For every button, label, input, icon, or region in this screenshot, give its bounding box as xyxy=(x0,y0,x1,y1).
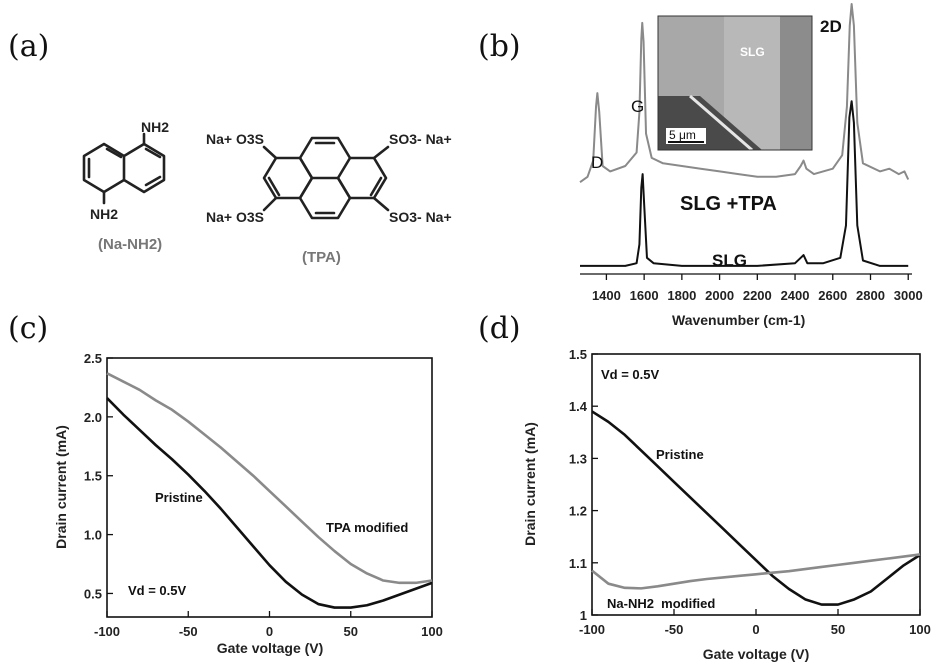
plot-d-x-label: Gate voltage (V) xyxy=(703,646,810,662)
sulfonate-bond-tr xyxy=(372,145,390,160)
naphthalene-ring-left xyxy=(82,142,126,194)
panel-label-c: (c) xyxy=(8,311,48,346)
plot-d-y-tick-label: 1.3 xyxy=(569,451,587,466)
tpa-group-bottom-right: SO3- Na+ xyxy=(389,209,452,225)
raman-plot: 1400 1600 1800 2000 2200 2400 2600 2800 3000 Wav… xyxy=(579,3,923,328)
raman-x-tick-label: 2200 xyxy=(743,288,772,303)
plot-c-x-tick-label: -100 xyxy=(94,624,120,639)
transfer-curve-tpa-plot: -100 -50 0 50 100 0.5 1.0 1.5 2.0 2.5 Gate voltag… xyxy=(53,351,443,656)
plot-d-label-pristine: Pristine xyxy=(656,447,704,462)
plot-c-x-label: Gate voltage (V) xyxy=(217,640,324,656)
tpa-group-top-right: SO3- Na+ xyxy=(389,131,452,147)
sulfonate-bond-br xyxy=(372,196,390,212)
raman-series xyxy=(579,3,910,267)
amine-bottom-label: NH2 xyxy=(90,206,118,222)
plot-c-y-tick-label: 1.0 xyxy=(84,528,102,543)
plot-c-x-tick-label: 0 xyxy=(266,624,273,639)
plot-c-label-vd: Vd = 0.5V xyxy=(128,583,186,598)
plot-c-x-tick-label: -50 xyxy=(179,624,198,639)
plot-d-x-tick-label: 0 xyxy=(752,622,759,637)
na-nh2-name: (Na-NH2) xyxy=(98,236,162,253)
plot-d-y-tick-label: 1 xyxy=(580,608,587,623)
plot-d-frame xyxy=(591,353,921,616)
scale-bar-box xyxy=(666,128,706,144)
plot-d-y-tick-label: 1.4 xyxy=(569,399,588,414)
plot-d-ticks: -100 -50 0 50 100 1 1.1 1.2 1.3 1.4 1.5 xyxy=(569,347,931,637)
plot-c-frame xyxy=(106,357,433,618)
slg-micrograph-inset: 5 μm SLG xyxy=(657,15,813,152)
naphthalene-double-bonds xyxy=(87,147,162,187)
raman-x-tick-label: 1800 xyxy=(667,288,696,303)
plot-d-series-b xyxy=(591,553,921,590)
plot-d-x-tick-label: 100 xyxy=(909,622,931,637)
raman-x-ticks: 1400 1600 1800 2000 2200 2400 2600 2800 3000 xyxy=(592,274,923,303)
plot-d-y-tick-label: 1.5 xyxy=(569,347,587,362)
plot-c-label-pristine: Pristine xyxy=(155,490,203,505)
plot-c-y-label: Drain current (mA) xyxy=(53,425,69,549)
plot-c-x-tick-label: 50 xyxy=(344,624,358,639)
plot-c-series-a xyxy=(106,397,433,609)
tpa-structure: Na+ O3S SO3- Na+ Na+ O3S SO3- Na+ (TPA) xyxy=(206,131,452,266)
plot-c-series-b xyxy=(106,372,433,585)
plot-c-y-tick-label: 0.5 xyxy=(84,586,102,601)
peak-label-d: D xyxy=(591,153,603,172)
panel-label-d: (d) xyxy=(478,311,521,346)
raman-x-tick-label: 2000 xyxy=(705,288,734,303)
plot-d-series xyxy=(591,410,921,606)
plot-d-series-a xyxy=(591,410,921,606)
raman-label-slg: SLG xyxy=(712,251,747,270)
na-nh2-structure: NH2 NH2 (Na-NH2) xyxy=(82,119,169,253)
plot-c-label-tpa: TPA modified xyxy=(326,520,408,535)
raman-series-slg xyxy=(580,100,909,267)
sulfonate-bond-tl xyxy=(262,145,278,160)
peak-label-2d: 2D xyxy=(820,17,842,36)
tpa-name: (TPA) xyxy=(302,249,341,266)
plot-d-y-tick-label: 1.2 xyxy=(569,504,587,519)
plot-d-x-tick-label: -50 xyxy=(665,622,684,637)
amine-top-label: NH2 xyxy=(141,119,169,135)
plot-d-x-tick-label: 50 xyxy=(831,622,845,637)
plot-d-x-tick-label: -100 xyxy=(579,622,605,637)
raman-series-slg-tpa xyxy=(579,3,910,184)
plot-d-y-tick-label: 1.1 xyxy=(569,556,587,571)
plot-c-y-tick-label: 1.5 xyxy=(84,469,102,484)
raman-label-slg-tpa: SLG +TPA xyxy=(680,193,777,215)
naphthalene-ring-right xyxy=(122,142,166,194)
inset-slg-label: SLG xyxy=(740,45,765,59)
raman-x-tick-label: 2600 xyxy=(818,288,847,303)
inset-frame xyxy=(657,15,813,151)
raman-x-label: Wavenumber (cm-1) xyxy=(672,312,805,328)
panel-label-a: (a) xyxy=(8,29,49,64)
plot-c-y-tick-label: 2.5 xyxy=(84,351,102,366)
sulfonate-bond-bl xyxy=(262,196,278,212)
plot-c-y-tick-label: 2.0 xyxy=(84,410,102,425)
plot-c-x-tick-label: 100 xyxy=(421,624,443,639)
plot-c-ticks: -100 -50 0 50 100 0.5 1.0 1.5 2.0 2.5 xyxy=(84,351,443,639)
raman-x-tick-label: 2400 xyxy=(781,288,810,303)
scale-bar-label: 5 μm xyxy=(669,128,696,142)
pyrene-double-bonds xyxy=(267,141,383,215)
panel-label-b: (b) xyxy=(478,29,521,64)
peak-label-g: G xyxy=(631,97,644,116)
inset-electrode-edge xyxy=(689,94,753,152)
raman-x-tick-label: 1400 xyxy=(592,288,621,303)
plot-d-y-label: Drain current (mA) xyxy=(522,422,538,546)
raman-x-tick-label: 1600 xyxy=(630,288,659,303)
raman-x-tick-label: 3000 xyxy=(894,288,923,303)
plot-d-label-nanh2: Na-NH2 modified xyxy=(607,596,715,611)
pyrene-ring-bottom xyxy=(298,176,352,220)
raman-x-tick-label: 2800 xyxy=(856,288,885,303)
transfer-curve-nanh2-plot: -100 -50 0 50 100 1 1.1 1.2 1.3 1.4 1.5 Gate volta… xyxy=(522,347,931,662)
tpa-group-bottom-left: Na+ O3S xyxy=(206,209,264,225)
plot-d-label-vd: Vd = 0.5V xyxy=(601,367,659,382)
tpa-group-top-left: Na+ O3S xyxy=(206,131,264,147)
plot-c-series xyxy=(106,372,433,609)
